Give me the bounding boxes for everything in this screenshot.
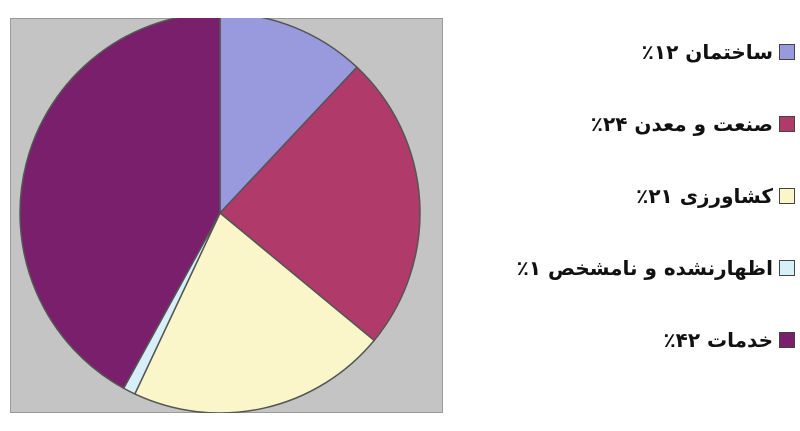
legend-label: صنعت و معدن ۲۴٪ xyxy=(590,112,773,136)
legend-label: اظهارنشده و نامشخص ۱٪ xyxy=(516,256,773,280)
legend-label: ساختمان ۱۲٪ xyxy=(641,40,773,64)
slice-services xyxy=(19,18,221,390)
legend-swatch xyxy=(779,332,795,348)
legend-label: کشاورزی ۲۱٪ xyxy=(636,184,773,208)
slice-industry-mining xyxy=(218,66,421,342)
legend-item-unspecified: اظهارنشده و نامشخص ۱٪ xyxy=(517,256,795,280)
legend-label: خدمات ۴۲٪ xyxy=(663,328,773,352)
legend-swatch xyxy=(779,188,795,204)
legend-swatch xyxy=(779,260,795,276)
pie-svg xyxy=(19,18,421,413)
legend-item-construction: ساختمان ۱۲٪ xyxy=(642,40,795,64)
slice-construction xyxy=(219,18,358,215)
legend-swatch xyxy=(779,44,795,60)
slice-agriculture xyxy=(133,211,376,413)
legend-swatch xyxy=(779,116,795,132)
legend-item-agriculture: کشاورزی ۲۱٪ xyxy=(636,184,795,208)
legend-item-services: خدمات ۴۲٪ xyxy=(663,328,795,352)
legend-item-industry-mining: صنعت و معدن ۲۴٪ xyxy=(591,112,795,136)
